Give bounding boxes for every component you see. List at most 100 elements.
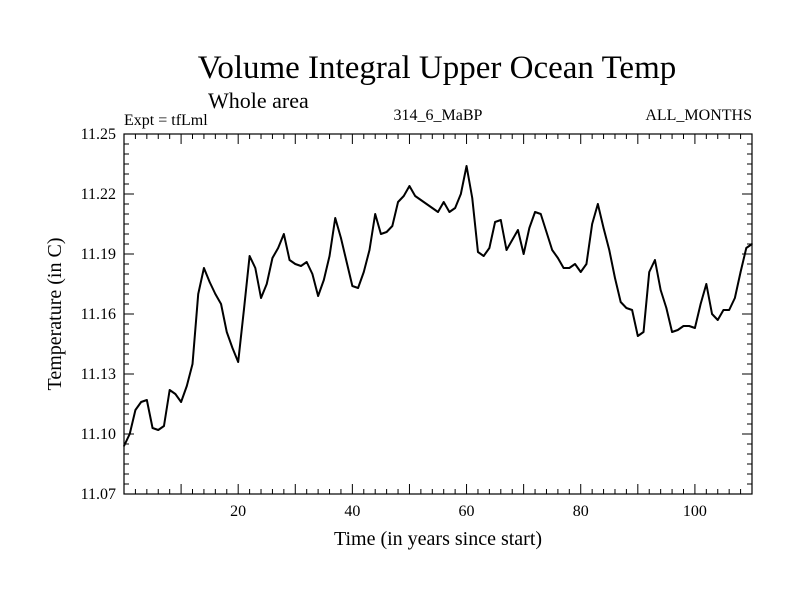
expt-label: Expt = tfLml [124,112,208,129]
data-point [619,301,622,303]
data-point [277,247,279,249]
data-point [340,237,342,239]
data-point [728,309,730,311]
data-point [739,271,742,273]
data-point [362,271,365,273]
data-point [140,401,142,403]
y-tick-label: 11.10 [81,426,116,443]
data-point [437,211,439,213]
data-point [460,193,462,195]
data-point [614,277,616,279]
data-point [214,293,217,295]
data-point [505,249,508,251]
data-point [311,273,314,275]
x-tick-label: 40 [344,503,360,520]
data-point [557,257,559,259]
data-point [391,225,394,227]
data-point [471,197,474,199]
y-tick-label: 11.13 [81,366,116,383]
data-point [168,389,171,391]
data-point [328,255,331,257]
x-tick-label: 20 [230,503,246,520]
data-point [551,249,553,251]
tick-labels: 20 40 60 80 100 11.07 11.10 11.13 11.16 11.19 11.2… [81,126,707,520]
data-point [208,281,211,283]
data-point [265,283,268,285]
y-tick-label: 11.22 [81,186,116,203]
data-point [420,199,422,201]
months-label: ALL_MONTHS [645,107,752,124]
data-point [734,297,736,299]
y-tick-label: 11.16 [81,306,116,323]
data-point [676,329,679,331]
data-point [163,425,165,427]
data-point [579,271,582,273]
y-tick-label: 11.19 [81,246,116,263]
run-label: 314_6_MaBP [394,107,483,124]
data-point [585,263,588,265]
data-point [334,217,337,219]
data-point [180,401,182,403]
data-point [123,445,125,447]
data-point [191,363,194,365]
y-tick-label: 11.25 [81,126,116,143]
data-point [271,257,274,259]
data-point [625,307,628,309]
data-point [357,287,359,289]
data-point [248,255,251,257]
data-point [197,293,200,295]
data-point [128,433,131,435]
data-point [157,429,160,431]
data-point [597,203,599,205]
data-point [203,267,205,269]
data-point [602,227,605,229]
series-line [123,165,753,447]
data-point [454,207,456,209]
data-point [402,195,405,197]
data-point [283,233,285,235]
data-point [408,185,411,187]
data-point [442,201,445,203]
data-point [574,263,576,265]
data-point [637,335,639,337]
data-point [431,207,434,209]
y-tick-label: 11.07 [81,486,116,503]
x-tick-label: 80 [573,503,589,520]
data-point [323,279,325,281]
data-point [425,203,428,205]
data-point [465,165,468,167]
data-point [671,331,673,333]
data-point [511,239,514,241]
data-points [123,165,753,447]
data-point [608,249,611,251]
data-point [694,327,696,329]
data-point [722,309,725,311]
data-point [522,253,525,255]
data-point [534,211,536,213]
data-point [380,233,382,235]
data-point [751,243,753,245]
data-point [368,249,371,251]
chart-title: Volume Integral Upper Ocean Temp [198,50,676,86]
x-tick-label: 60 [459,503,475,520]
data-point [705,283,708,285]
data-point [146,399,148,401]
data-point [186,385,188,387]
data-point [545,231,548,233]
data-point [482,255,485,257]
data-point [716,319,719,321]
data-point [494,221,496,223]
data-point [642,331,645,333]
plot-frame [123,133,753,495]
data-point [688,325,690,327]
axis-ticks [123,133,753,495]
data-point [648,271,651,273]
data-point [539,213,542,215]
data-point [500,219,502,221]
data-point [654,259,656,261]
data-point [260,297,262,299]
data-point [488,247,491,249]
data-point [659,289,662,291]
data-point [448,211,451,213]
data-point [517,229,519,231]
